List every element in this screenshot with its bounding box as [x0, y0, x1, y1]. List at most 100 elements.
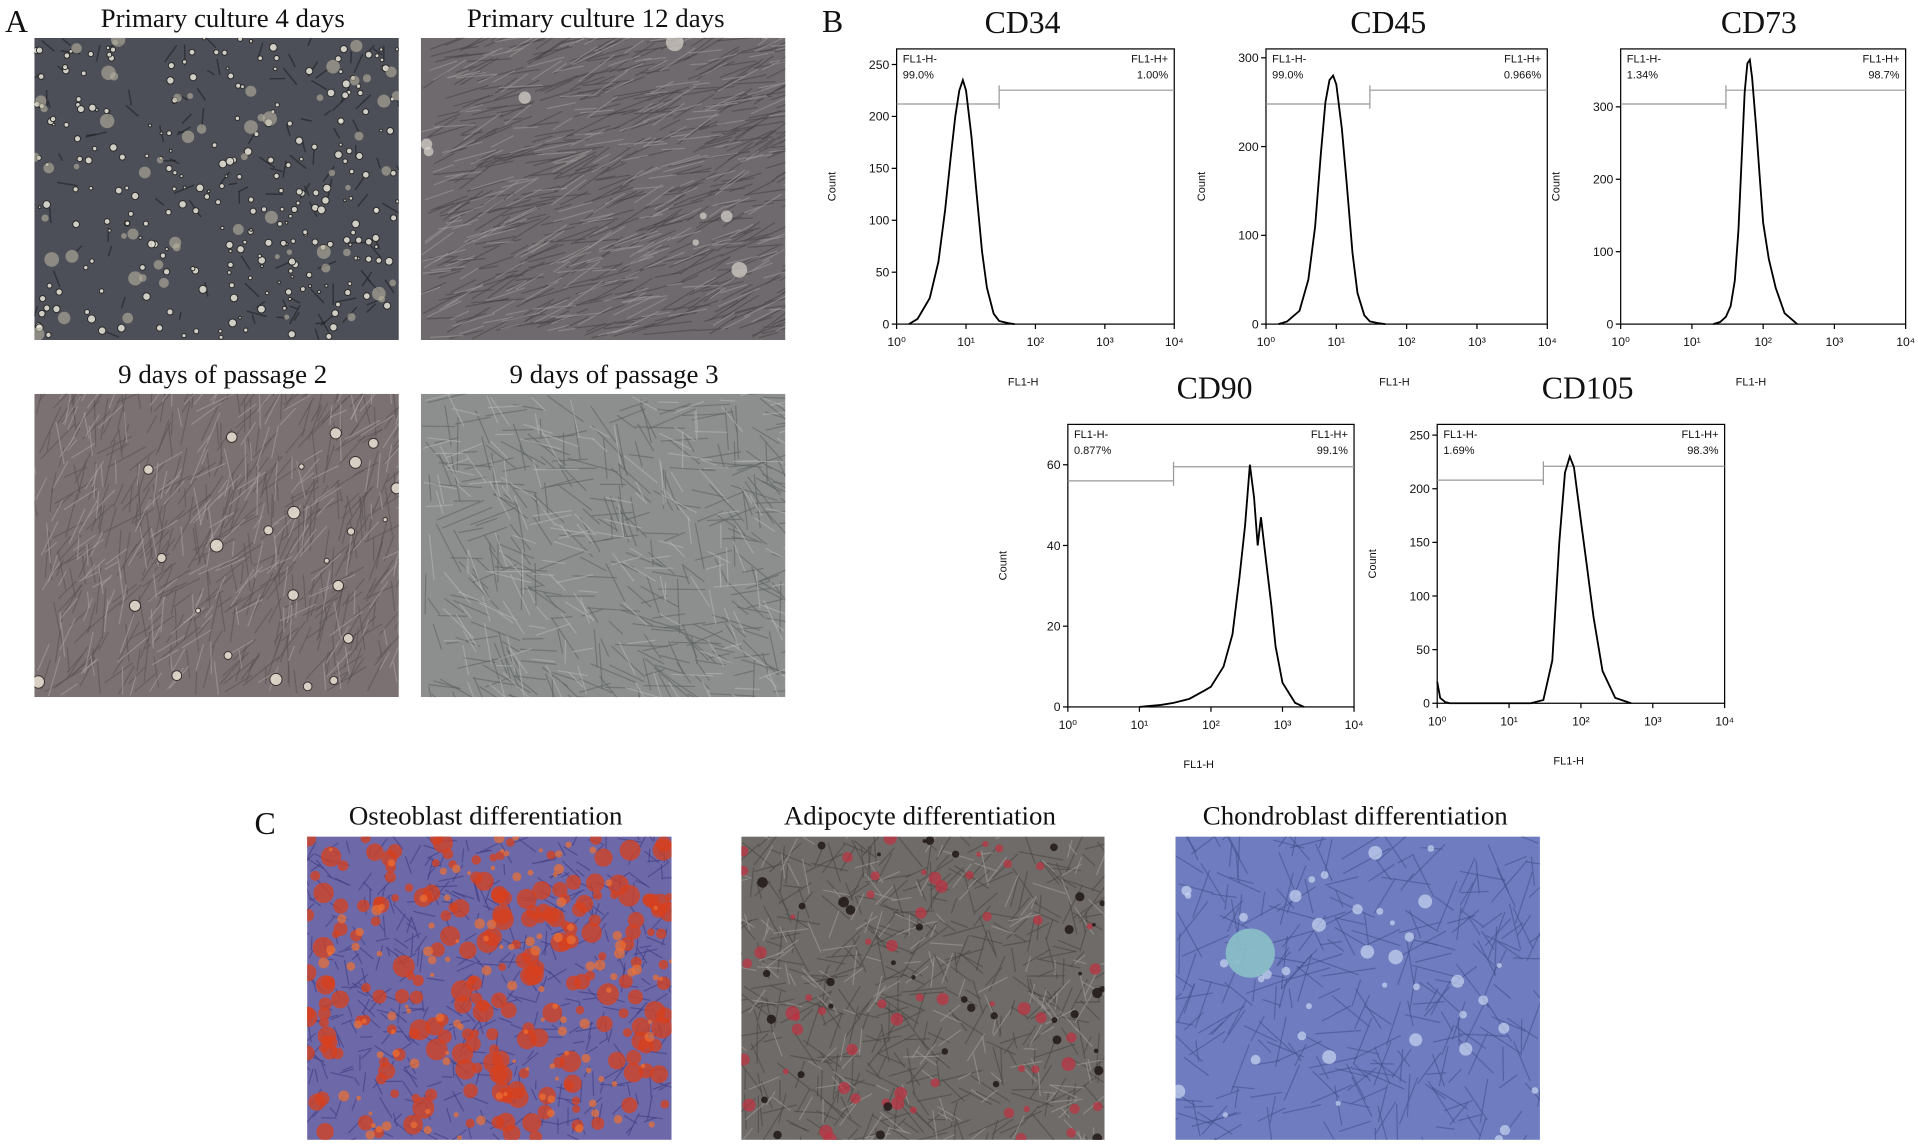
texture — [469, 193, 516, 199]
texture — [552, 881, 568, 898]
texture — [643, 634, 662, 660]
texture — [778, 134, 786, 140]
texture — [1413, 1000, 1445, 1005]
texture — [1245, 979, 1286, 995]
texture — [423, 946, 434, 957]
texture — [510, 536, 532, 566]
texture — [915, 993, 924, 1002]
texture — [247, 594, 261, 627]
texture — [1334, 916, 1356, 956]
texture — [937, 1069, 983, 1083]
texture — [274, 102, 280, 108]
texture — [481, 595, 491, 622]
texture — [219, 171, 231, 185]
texture — [1092, 1101, 1103, 1112]
texture — [709, 287, 726, 300]
texture — [1424, 940, 1456, 951]
texture — [179, 174, 184, 179]
texture — [556, 573, 594, 584]
texture — [1003, 1107, 1015, 1119]
texture — [740, 486, 753, 505]
texture — [641, 950, 647, 961]
texture — [980, 1089, 998, 1103]
texture — [623, 1115, 638, 1125]
texture — [456, 960, 480, 972]
texture — [58, 393, 64, 400]
texture — [1214, 1123, 1242, 1140]
texture — [336, 1033, 341, 1047]
texture — [1007, 1049, 1019, 1069]
texture — [344, 518, 369, 554]
texture — [1051, 1017, 1058, 1023]
texture — [658, 673, 672, 698]
texture — [755, 569, 761, 609]
texture — [552, 154, 587, 173]
texture — [446, 468, 474, 476]
texture — [690, 167, 713, 174]
texture — [396, 103, 399, 107]
texture — [305, 626, 324, 640]
texture — [335, 297, 357, 303]
texture — [426, 977, 445, 982]
texture — [549, 245, 590, 266]
texture — [591, 269, 632, 282]
texture — [118, 429, 123, 458]
texture — [40, 520, 59, 556]
texture — [192, 527, 198, 554]
texture — [549, 527, 595, 536]
texture — [240, 255, 251, 271]
texture — [565, 841, 572, 848]
texture — [643, 251, 685, 270]
y-tick-label: 40 — [1047, 539, 1061, 553]
texture — [1041, 859, 1055, 873]
texture — [1276, 947, 1290, 966]
texture — [958, 889, 970, 901]
texture — [531, 858, 557, 865]
texture — [427, 437, 462, 443]
texture — [701, 62, 727, 77]
texture — [288, 268, 294, 274]
texture — [891, 1096, 905, 1110]
texture — [972, 979, 984, 1014]
texture — [695, 204, 736, 229]
texture — [498, 951, 512, 964]
texture — [1037, 1088, 1076, 1109]
texture — [523, 423, 553, 435]
texture — [575, 1124, 584, 1133]
texture — [542, 559, 566, 565]
texture — [1061, 884, 1084, 925]
texture — [289, 524, 310, 554]
texture — [663, 160, 705, 173]
texture — [1054, 993, 1058, 1010]
texture — [741, 873, 752, 879]
texture — [169, 455, 182, 495]
texture — [453, 1029, 457, 1040]
texture — [525, 585, 536, 604]
texture — [107, 245, 113, 257]
texture — [708, 295, 748, 321]
texture — [440, 926, 460, 946]
texture — [1000, 1048, 1003, 1084]
texture — [45, 331, 52, 339]
texture — [188, 564, 207, 576]
texture — [1427, 1080, 1456, 1124]
texture — [639, 166, 659, 176]
texture — [284, 509, 289, 535]
texture — [1079, 928, 1087, 952]
texture — [484, 160, 514, 168]
texture — [323, 109, 332, 117]
texture — [978, 976, 1008, 993]
texture — [274, 456, 294, 480]
texture — [190, 266, 196, 272]
texture — [510, 1023, 523, 1030]
texture — [622, 1028, 632, 1038]
texture — [475, 557, 492, 574]
texture — [104, 561, 118, 570]
texture — [975, 930, 988, 971]
texture — [1314, 932, 1324, 951]
texture — [1022, 1025, 1037, 1046]
texture — [1175, 1084, 1186, 1099]
texture — [747, 226, 786, 246]
texture — [498, 648, 532, 660]
texture — [669, 467, 716, 472]
